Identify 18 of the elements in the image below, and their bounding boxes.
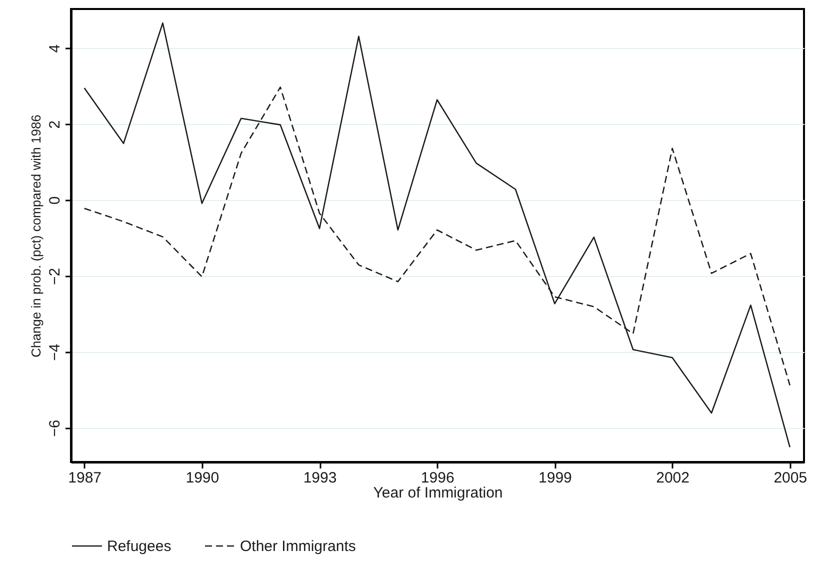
y-tick-label: −2	[46, 268, 64, 285]
x-tick-label: 1999	[538, 470, 572, 486]
x-tick-label: 1993	[303, 470, 337, 486]
x-tick-label: 1990	[186, 470, 220, 486]
x-axis-title: Year of Immigration	[373, 484, 503, 502]
y-tick-label: 0	[46, 196, 64, 205]
x-tick-label: 1987	[68, 470, 102, 486]
x-tick-label: 1996	[420, 470, 454, 486]
line-series	[84, 22, 791, 448]
y-axis-title: Change in prob. (pct) compared with 1986	[28, 114, 44, 358]
y-tick-label: 4	[46, 44, 64, 53]
y-tick-label: −4	[46, 344, 64, 361]
y-tick-label: −6	[46, 420, 64, 437]
y-tick-label: 2	[46, 120, 64, 129]
legend-label: Other Immigrants	[240, 538, 356, 555]
legend-label: Refugees	[107, 538, 172, 555]
x-tick-label: 2005	[774, 470, 808, 486]
x-tick-label: 2002	[656, 470, 690, 486]
